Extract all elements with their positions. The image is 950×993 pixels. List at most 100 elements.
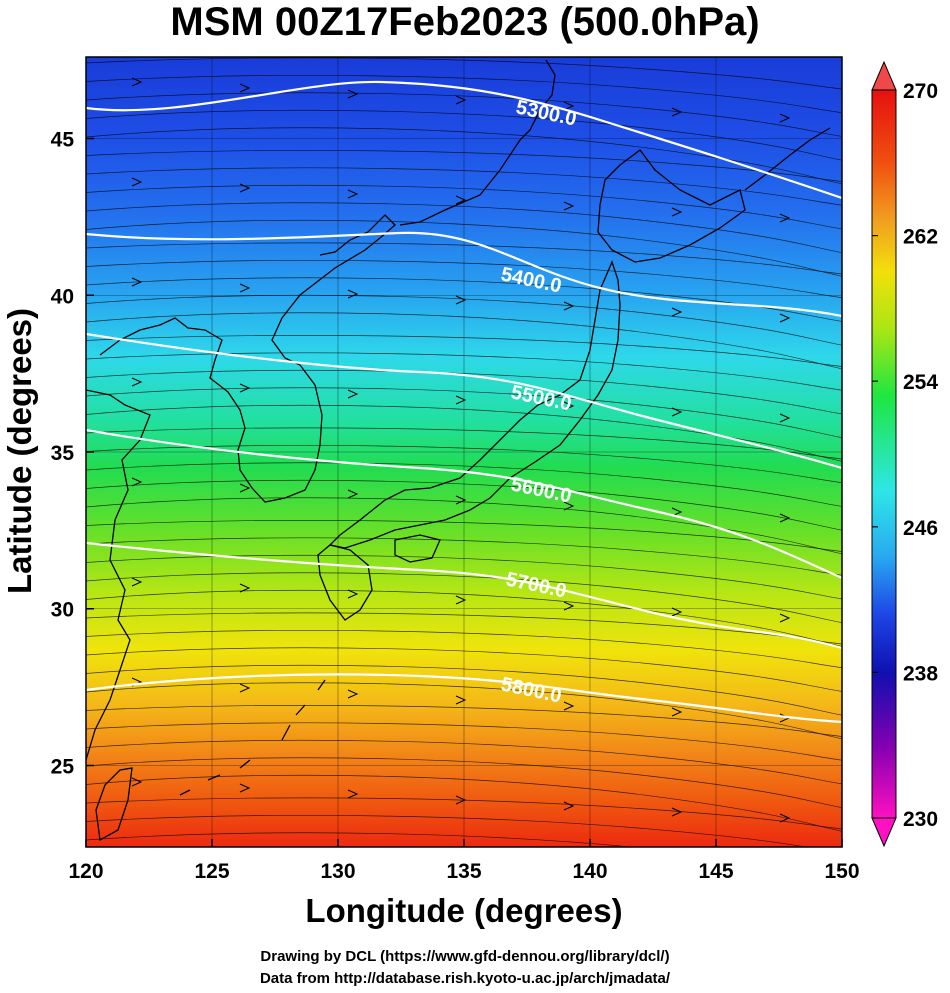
wind-arrow xyxy=(131,377,143,387)
coastline-hokkaido xyxy=(597,149,746,263)
wind-arrow xyxy=(131,277,143,287)
wind-arrow xyxy=(455,395,467,405)
wind-arrow xyxy=(455,495,467,505)
wind-arrow xyxy=(779,213,791,223)
wind-streamline xyxy=(86,312,842,370)
wind-streamline xyxy=(86,404,842,462)
x-tick-label: 150 xyxy=(824,860,859,883)
wind-arrow xyxy=(671,207,683,217)
contour-line xyxy=(86,80,842,200)
colorbar-tick-label: 270 xyxy=(903,80,938,103)
wind-arrow xyxy=(347,789,359,799)
wind-streamline xyxy=(86,797,842,830)
wind-arrow xyxy=(563,301,575,311)
wind-arrow xyxy=(239,83,251,93)
wind-arrow xyxy=(239,383,251,393)
x-axis-label: Longitude (degrees) xyxy=(305,892,623,929)
coastline-sakhalin xyxy=(519,59,556,141)
wind-streamline xyxy=(86,335,842,367)
wind-streamline xyxy=(86,202,842,253)
wind-arrow xyxy=(671,707,683,717)
wind-streamline xyxy=(86,150,842,182)
wind-streamline xyxy=(86,74,842,114)
wind-arrow xyxy=(671,507,683,517)
wind-streamline xyxy=(86,774,842,832)
wind-arrow xyxy=(347,89,359,99)
colorbar-tick-label: 246 xyxy=(903,517,938,540)
wind-arrow xyxy=(779,813,791,823)
wind-streamline xyxy=(86,757,842,808)
coastline-taiwan xyxy=(95,767,133,842)
x-tick-label: 145 xyxy=(698,860,733,883)
wind-streamline xyxy=(86,814,809,847)
wind-streamline xyxy=(86,259,842,299)
colorbar-tick-label: 238 xyxy=(903,662,938,685)
colorbar-max-arrow xyxy=(871,60,897,91)
wind-streamline xyxy=(86,705,842,737)
wind-arrow xyxy=(779,313,791,323)
gridlines xyxy=(86,57,842,847)
wind-arrow xyxy=(455,295,467,305)
coastline-ryukyu xyxy=(179,679,326,796)
axis-ticks: 120 125 130 135 140 145 150 25 30 35 40 45 xyxy=(51,129,860,883)
map-title: MSM 00Z17Feb2023 (500.0hPa) xyxy=(170,0,760,44)
wind-arrow xyxy=(563,201,575,211)
wind-arrow xyxy=(563,601,575,611)
wind-arrow xyxy=(779,113,791,123)
y-axis-label: Latitude (degrees) xyxy=(1,307,38,595)
wind-arrow xyxy=(779,613,791,623)
wind-streamline xyxy=(86,664,842,716)
wind-streamline xyxy=(86,537,842,576)
wind-streamline xyxy=(86,832,636,847)
wind-arrow xyxy=(455,695,467,705)
contour-line xyxy=(86,231,842,318)
wind-streamline xyxy=(86,242,842,275)
wind-arrow xyxy=(563,501,575,511)
contour-line xyxy=(86,673,842,724)
wind-streamline xyxy=(86,219,842,277)
wind-arrow xyxy=(563,101,575,111)
coastline-shikoku xyxy=(394,534,441,563)
contour-line xyxy=(86,541,842,650)
y-tick-label: 25 xyxy=(51,755,75,778)
wind-streamline xyxy=(86,629,842,669)
x-tick-label: 120 xyxy=(68,860,103,883)
wind-arrow xyxy=(239,483,251,493)
wind-streamline xyxy=(86,57,842,90)
coastline-korea xyxy=(99,214,396,503)
wind-arrow xyxy=(671,407,683,417)
wind-arrow xyxy=(131,477,143,487)
y-tick-label: 35 xyxy=(51,442,75,465)
wind-streamline xyxy=(86,497,842,555)
colorbar-min-arrow xyxy=(871,817,897,848)
wind-arrow xyxy=(563,401,575,411)
colorbar-tick-label: 262 xyxy=(903,226,938,249)
wind-streamline xyxy=(86,294,842,346)
colorbar-scale xyxy=(871,89,897,819)
wind-arrow xyxy=(347,189,359,199)
wind-streamline xyxy=(86,352,842,391)
wind-streamline xyxy=(86,427,842,460)
wind-arrow xyxy=(455,795,467,805)
y-tick-label: 45 xyxy=(51,129,75,152)
wind-arrow xyxy=(563,701,575,711)
wind-arrow xyxy=(131,577,143,587)
coastline-kuril xyxy=(744,127,831,191)
wind-streamline xyxy=(86,184,842,230)
x-tick-label: 125 xyxy=(194,860,229,883)
wind-streamline xyxy=(86,277,842,322)
coastline-russia-coast xyxy=(399,139,521,226)
wind-arrow xyxy=(779,413,791,423)
wind-arrow xyxy=(131,77,143,87)
wind-streamline xyxy=(86,444,842,484)
wind-streamline xyxy=(86,739,842,785)
y-tick-label: 40 xyxy=(51,285,74,308)
wind-streamline xyxy=(86,682,842,740)
colorbar: 270 262 254 246 238 230 xyxy=(871,60,938,848)
wind-streamline xyxy=(86,167,842,206)
wind-arrow xyxy=(779,513,791,523)
wind-streamline xyxy=(86,647,842,692)
wind-arrow xyxy=(455,95,467,105)
wind-streamline xyxy=(86,92,842,137)
